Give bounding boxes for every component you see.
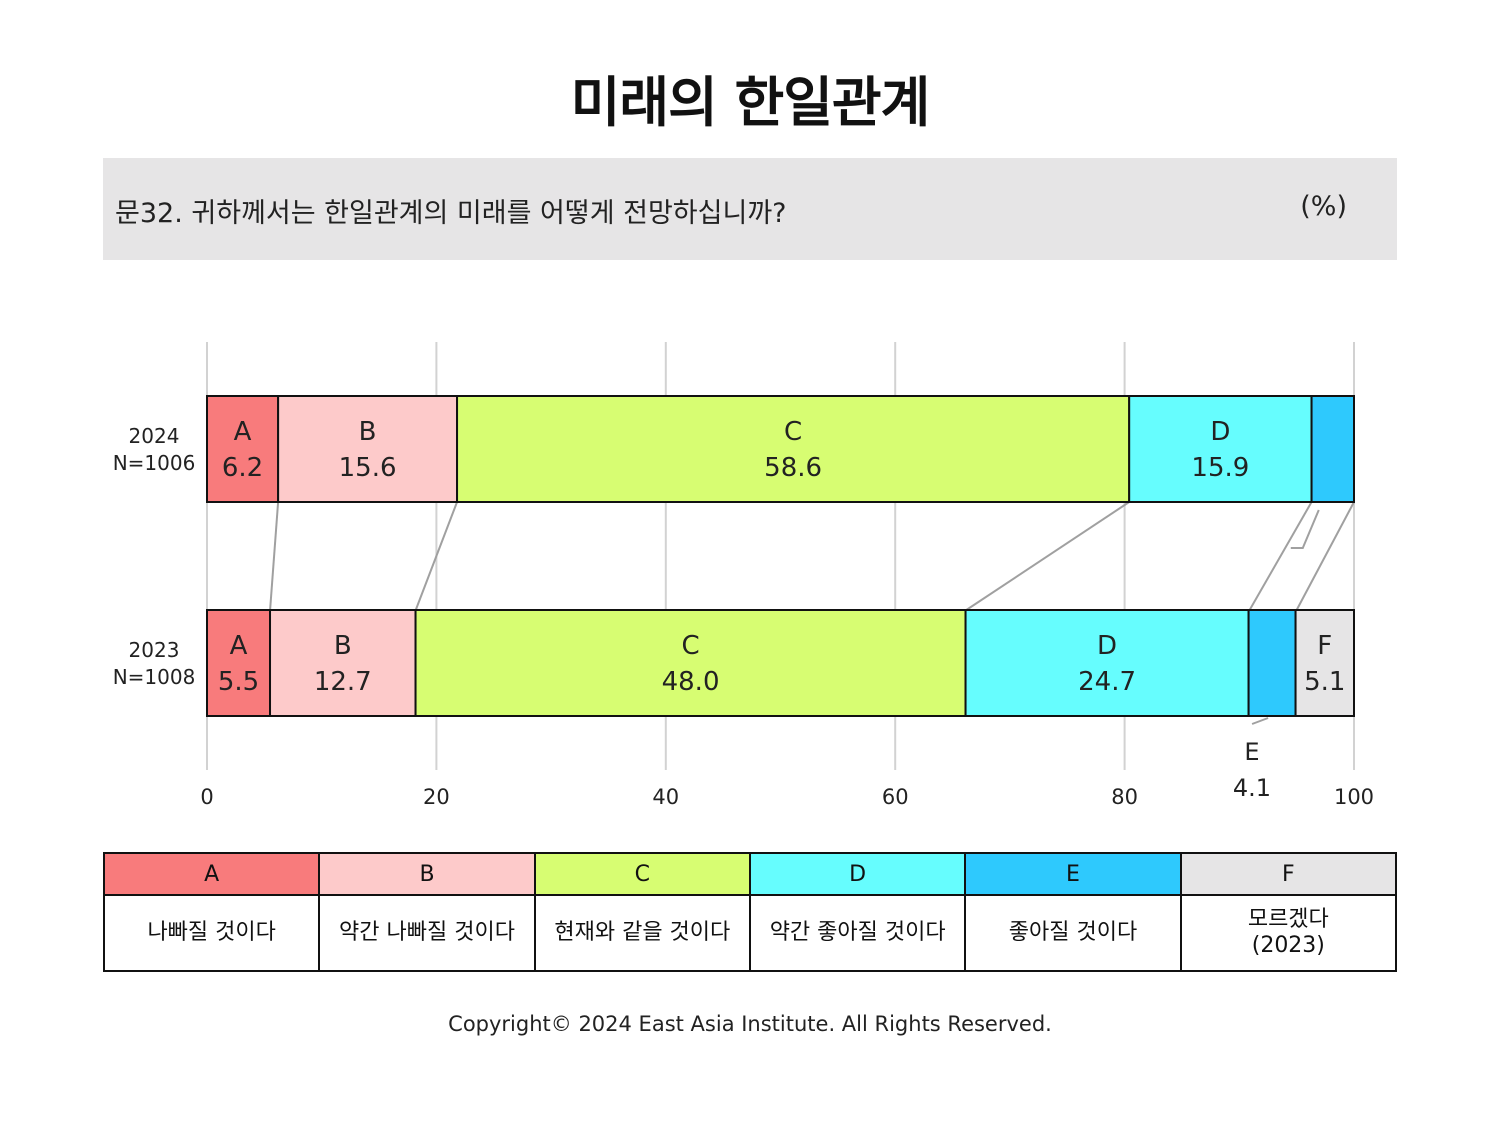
x-tick-label: 20 [423, 785, 450, 809]
bar-segment-f [1294, 609, 1355, 717]
bar-segment-e [1247, 609, 1297, 717]
segment-code-label: A [230, 631, 248, 661]
legend-desc-d: 약간 좋아질 것이다 [748, 894, 967, 972]
legend-desc-f: 모르겠다 (2023) [1179, 894, 1398, 972]
row-label-n: N=1006 [113, 451, 196, 475]
x-tick-label: 60 [882, 785, 909, 809]
x-tick-label: 80 [1111, 785, 1138, 809]
segment-code-label: B [359, 417, 377, 447]
segment-value-label: 5.5 [218, 667, 259, 697]
question-text: 문32. 귀하께서는 한일관계의 미래를 어떻게 전망하십니까? [115, 198, 787, 229]
question-box: 문32. 귀하께서는 한일관계의 미래를 어떻게 전망하십니까? (%) [103, 158, 1397, 260]
row-label-year: 2023 [129, 638, 180, 662]
segment-value-label: 58.6 [764, 453, 822, 483]
connector-line [1295, 501, 1355, 611]
legend-code-c: C [533, 852, 751, 896]
segment-value-label: 12.7 [314, 667, 372, 697]
stacked-bar-chart: 0 20 40 60 80 100 2024 N=1006 A 6.2 B 15.6 C 58.6 D 15.… [113, 342, 1374, 809]
row-label-n: N=1008 [113, 665, 196, 689]
legend-table: A B C D E F 나빠질 것이다 약간 나빠질 것이다 현재와 같을 것이… [102, 852, 1398, 972]
segment-value-label: 48.0 [662, 667, 720, 697]
segment-code-label: C [784, 417, 802, 447]
x-tick-label: 0 [200, 785, 213, 809]
segment-code-label: B [334, 631, 352, 661]
bar-segment-b [269, 609, 417, 717]
x-tick-label: 40 [652, 785, 679, 809]
legend-code-b: B [318, 852, 536, 896]
connector-line [1248, 501, 1313, 611]
copyright-text: Copyright© 2024 East Asia Institute. All… [448, 1012, 1052, 1036]
row-label-year: 2024 [129, 424, 180, 448]
segment-code-label: A [234, 417, 252, 447]
segment-value-label: 6.2 [222, 453, 263, 483]
bar-segment-a [206, 609, 272, 717]
segment-value-label: 15.6 [339, 453, 397, 483]
connector-line [269, 501, 280, 611]
segment-code-label: D [1210, 417, 1230, 447]
legend-desc-c: 현재와 같을 것이다 [533, 894, 751, 972]
segment-code-label: D [1097, 631, 1117, 661]
legend-desc-a: 나빠질 것이다 [102, 894, 321, 972]
bar-segment-e [1310, 395, 1356, 503]
x-tick-label: 100 [1334, 785, 1374, 809]
legend-code-a: A [102, 852, 321, 896]
legend-code-e: E [964, 852, 1182, 896]
segment-value-label: 4.1 [1233, 774, 1271, 802]
legend-desc-row: 나빠질 것이다 약간 나빠질 것이다 현재와 같을 것이다 약간 좋아질 것이다… [102, 894, 1398, 972]
segment-code-label: E [1244, 738, 1259, 766]
bar-segment-d [964, 609, 1250, 717]
chart-title: 미래의 한일관계 [570, 71, 931, 134]
legend-code-d: D [748, 852, 967, 896]
leader-line [1290, 509, 1320, 549]
connector-line [414, 501, 458, 611]
segment-value-label: 24.7 [1078, 667, 1136, 697]
segment-value-label: 5.1 [1304, 667, 1345, 697]
bar-segment-b [277, 395, 459, 503]
bar-segment-c [414, 609, 967, 717]
bar-segment-a [206, 395, 280, 503]
segment-code-label: F [1317, 631, 1332, 661]
bar-segment-c [456, 395, 1131, 503]
legend-code-f: F [1179, 852, 1398, 896]
unit-label: (%) [1300, 191, 1347, 222]
legend-code-row: A B C D E F [102, 852, 1398, 896]
leader-line [1251, 717, 1269, 725]
connector-line [965, 501, 1130, 611]
legend-desc-e: 좋아질 것이다 [964, 894, 1182, 972]
bar-segment-d [1128, 395, 1313, 503]
segment-value-label: 15.9 [1191, 453, 1249, 483]
legend-desc-b: 약간 나빠질 것이다 [318, 894, 536, 972]
segment-code-label: C [681, 631, 699, 661]
